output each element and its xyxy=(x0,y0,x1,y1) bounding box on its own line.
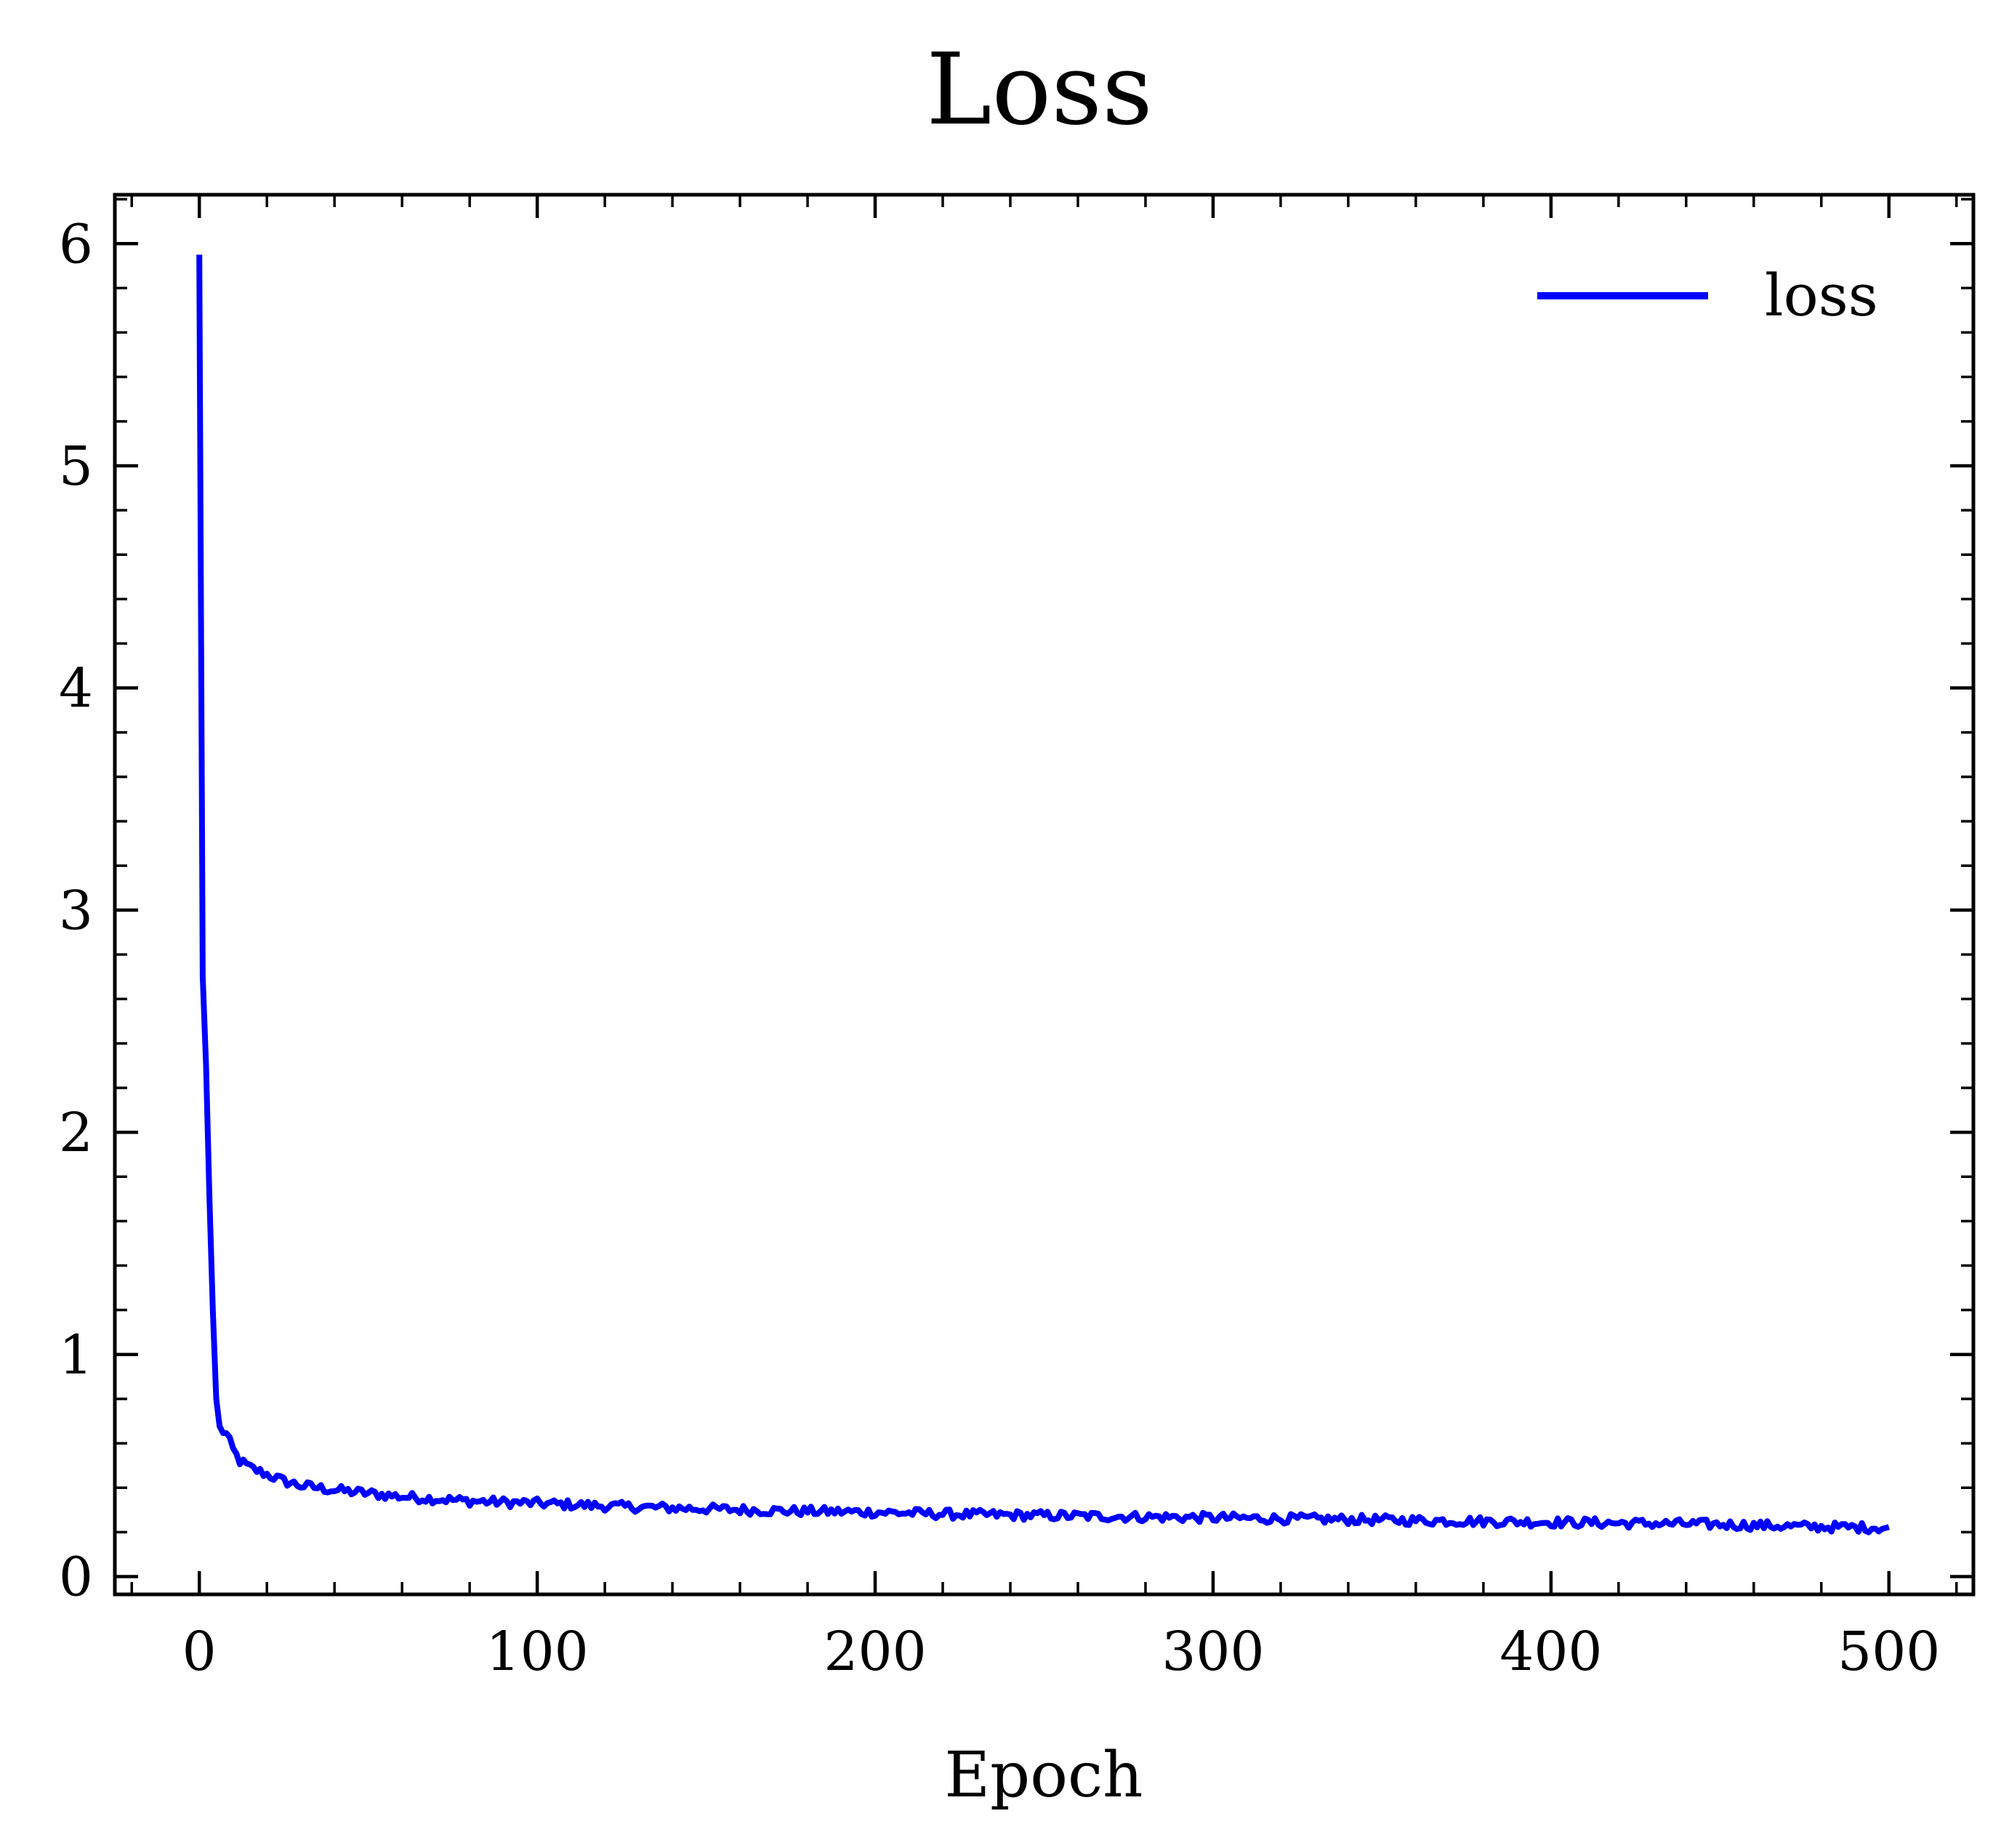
x-tick-label: 300 xyxy=(1161,1621,1264,1683)
y-axis-ticks xyxy=(115,198,1973,1578)
y-tick-label: 0 xyxy=(59,1546,93,1609)
y-tick-label: 1 xyxy=(59,1324,93,1387)
axes-frame xyxy=(113,193,1976,1597)
y-tick-label: 4 xyxy=(59,658,93,720)
x-tick-label: 400 xyxy=(1499,1621,1602,1683)
x-tick-label: 500 xyxy=(1837,1621,1940,1683)
x-tick-label: 0 xyxy=(182,1621,217,1683)
x-tick-labels: 0 100 200 300 400 500 xyxy=(182,1621,1941,1683)
chart-title: Loss xyxy=(926,33,1153,148)
y-tick-labels: 0 1 2 3 4 5 6 xyxy=(59,213,93,1608)
x-tick-label: 200 xyxy=(824,1621,926,1683)
legend: loss xyxy=(1537,262,1878,329)
series-line-loss xyxy=(196,254,1890,1536)
y-tick-label: 3 xyxy=(59,879,93,942)
x-axis-ticks xyxy=(130,195,1958,1594)
x-tick-label: 100 xyxy=(486,1621,589,1683)
y-tick-label: 5 xyxy=(59,435,93,498)
legend-label-loss: loss xyxy=(1765,262,1878,329)
y-tick-label: 6 xyxy=(59,213,93,275)
y-tick-label: 2 xyxy=(59,1102,93,1164)
plot-area xyxy=(113,193,1976,1597)
x-axis-label: Epoch xyxy=(944,1739,1143,1812)
series-layer xyxy=(196,254,1890,1536)
